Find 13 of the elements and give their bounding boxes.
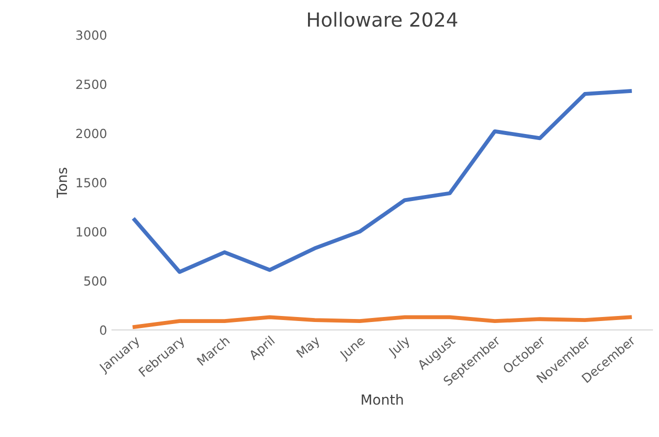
y-tick-label: 2000: [76, 128, 106, 138]
y-tick-label: 1000: [76, 227, 106, 237]
x-axis-title: Month: [362, 394, 403, 405]
y-tick-label: 2500: [76, 80, 106, 90]
y-tick-label: 0: [100, 325, 106, 335]
line-series: [132, 89, 632, 274]
y-tick-label: 3000: [76, 30, 106, 40]
y-axis-title: Tons: [56, 168, 68, 198]
x-tick-label: May: [296, 335, 322, 360]
line-series: [132, 315, 632, 329]
chart-title: Holloware 2024: [308, 12, 458, 27]
y-tick-label: 500: [84, 276, 106, 286]
y-tick-label: 1500: [76, 178, 106, 188]
